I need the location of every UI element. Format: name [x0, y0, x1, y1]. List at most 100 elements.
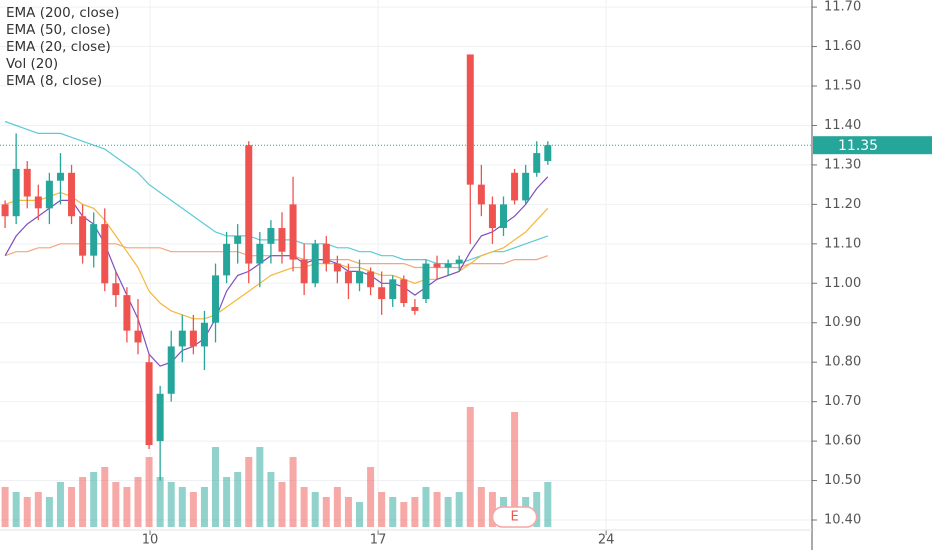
candle-body	[1, 204, 9, 217]
y-tick-label: 11.70	[824, 0, 861, 15]
legend-entry: EMA (50, close)	[6, 22, 111, 38]
volume-bar	[212, 447, 220, 527]
candle-body	[422, 263, 430, 300]
ema-line	[4, 120, 549, 265]
y-tick-label: 11.40	[824, 118, 861, 133]
volume-bar	[245, 457, 253, 527]
volume-bar	[12, 492, 20, 527]
volume-bar	[533, 492, 541, 527]
y-tick-label: 10.60	[824, 434, 861, 449]
volume-bar	[79, 477, 87, 527]
candle-body	[112, 283, 120, 296]
candle-body	[212, 275, 220, 323]
candle-body	[56, 172, 64, 181]
volume-bar	[433, 492, 441, 527]
candle-body	[356, 271, 364, 284]
candle-body	[123, 295, 131, 331]
candle-body	[455, 259, 463, 264]
candle-body	[101, 224, 109, 284]
x-tick-label: 10	[142, 533, 159, 548]
volume-bar	[400, 502, 408, 527]
volume-bar	[378, 492, 386, 527]
volume-bar	[278, 482, 286, 527]
y-tick-label: 11.30	[824, 157, 861, 172]
volume-bar	[322, 497, 330, 527]
volume-bar	[300, 487, 308, 527]
y-tick-label: 11.00	[824, 276, 861, 291]
legend-entry: EMA (200, close)	[6, 5, 119, 21]
candle-body	[12, 168, 20, 217]
y-tick-label: 10.80	[824, 355, 861, 370]
volume-bar	[134, 477, 142, 527]
candle-body	[223, 243, 231, 276]
volume-bar	[289, 457, 297, 527]
legend: EMA (200, close) EMA (50, close) EMA (20…	[6, 5, 119, 89]
candle-body	[444, 263, 452, 268]
volume-bar	[488, 492, 496, 527]
candle-body	[500, 204, 508, 229]
x-tick-label: 17	[370, 533, 387, 548]
candle-body	[533, 153, 541, 173]
candle-body	[333, 263, 341, 272]
event-label: E	[510, 510, 518, 525]
y-tick-label: 11.50	[824, 79, 861, 94]
candle-body	[378, 287, 386, 300]
volume-bar	[311, 492, 319, 527]
volume-bar	[256, 447, 264, 527]
volume-bar	[455, 492, 463, 527]
volume-bar	[34, 492, 42, 527]
y-tick-label: 11.20	[824, 197, 861, 212]
legend-entry: EMA (20, close)	[6, 39, 111, 55]
candle-body	[278, 228, 286, 252]
candle-body	[311, 243, 319, 284]
volume-bar	[1, 487, 9, 527]
y-tick-label: 10.90	[824, 315, 861, 330]
y-tick-label: 10.50	[824, 473, 861, 488]
y-tick-label: 10.40	[824, 513, 861, 528]
candle-body	[189, 330, 197, 347]
volume-bar	[112, 482, 120, 527]
event-marker	[491, 506, 538, 528]
candle-body	[34, 196, 42, 209]
candle-body	[23, 168, 31, 197]
volume-bar	[444, 497, 452, 527]
candle-body	[400, 279, 408, 304]
candle-body	[466, 54, 474, 185]
volume-bar	[234, 472, 242, 527]
candle-body	[300, 259, 308, 284]
volume-bar	[68, 487, 76, 527]
x-tick-label: 24	[598, 533, 615, 548]
candle-body	[200, 322, 208, 347]
volume-bar	[422, 487, 430, 527]
candle-body	[145, 362, 153, 446]
volume-bar	[466, 407, 474, 527]
volume-bar	[189, 492, 197, 527]
candle-body	[267, 228, 275, 244]
volume-bar	[389, 497, 397, 527]
candle-body	[344, 271, 352, 284]
volume-bar	[156, 477, 164, 527]
candle-body	[433, 263, 441, 268]
volume-bar	[123, 487, 131, 527]
candle-body	[68, 172, 76, 217]
volume-bar	[23, 497, 31, 527]
candle-body	[90, 224, 98, 256]
candle-body	[367, 271, 375, 288]
candle-body	[234, 235, 242, 244]
volume-bar	[56, 482, 64, 527]
last-price-box	[813, 136, 932, 155]
volume-bar	[167, 482, 175, 527]
volume-bar	[145, 457, 153, 527]
candle-body	[156, 393, 164, 442]
legend-entry: Vol (20)	[6, 56, 58, 72]
volume-bar	[411, 497, 419, 527]
last-price-label: 11.35	[838, 138, 878, 154]
candle-body	[256, 243, 264, 264]
volume-bar	[45, 497, 53, 527]
volume-bar	[223, 477, 231, 527]
volume-bar	[356, 502, 364, 527]
volume-bar	[367, 467, 375, 527]
volume-bar	[344, 497, 352, 527]
